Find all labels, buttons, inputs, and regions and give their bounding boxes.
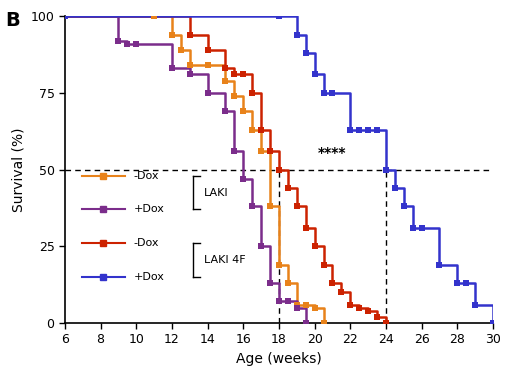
X-axis label: Age (weeks): Age (weeks) [236,352,322,366]
Text: -Dox: -Dox [134,171,159,181]
Text: B: B [5,11,20,30]
Y-axis label: Survival (%): Survival (%) [11,127,25,212]
Text: LAKI: LAKI [204,187,229,198]
Text: ****: **** [318,146,347,160]
Text: -Dox: -Dox [134,238,159,248]
Text: LAKI 4F: LAKI 4F [204,255,246,265]
Text: +Dox: +Dox [134,272,164,282]
Text: +Dox: +Dox [134,204,164,215]
